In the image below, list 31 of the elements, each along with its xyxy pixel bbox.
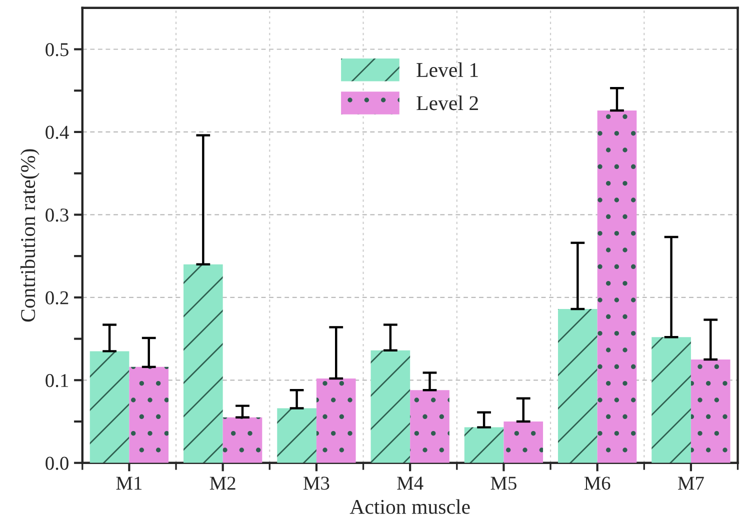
bar	[129, 366, 169, 463]
x-tick-label: M5	[490, 476, 516, 490]
bar	[504, 422, 544, 463]
legend-label: Level 1	[416, 62, 478, 78]
x-tick-label: M4	[397, 476, 424, 490]
x-tick-label: M6	[584, 476, 610, 490]
x-tick-label: M2	[210, 476, 236, 490]
x-tick-label: M1	[116, 476, 142, 490]
bar	[690, 359, 730, 463]
bar	[370, 350, 410, 463]
bar	[184, 264, 223, 463]
y-tick-label: 0.5	[46, 43, 68, 56]
bar	[277, 408, 316, 463]
y-tick-label: 0.4	[46, 126, 69, 139]
y-tick-label: 0.1	[46, 374, 68, 388]
bar	[90, 351, 130, 463]
y-tick-label: 0.2	[46, 291, 68, 304]
bar	[558, 309, 598, 463]
bar	[410, 390, 450, 463]
bar	[652, 337, 691, 463]
x-axis-title: Action muscle	[350, 499, 470, 514]
x-tick-label: M7	[678, 476, 704, 490]
bar	[597, 110, 637, 463]
y-axis-title: Contribution rate(%)	[20, 149, 40, 322]
bar	[222, 417, 262, 463]
bar	[464, 427, 504, 463]
bar	[316, 378, 356, 463]
y-tick-label: 0.0	[46, 456, 68, 470]
x-tick-label: M3	[304, 476, 330, 490]
legend-label: Level 2	[416, 96, 478, 110]
y-tick-label: 0.3	[46, 208, 68, 222]
